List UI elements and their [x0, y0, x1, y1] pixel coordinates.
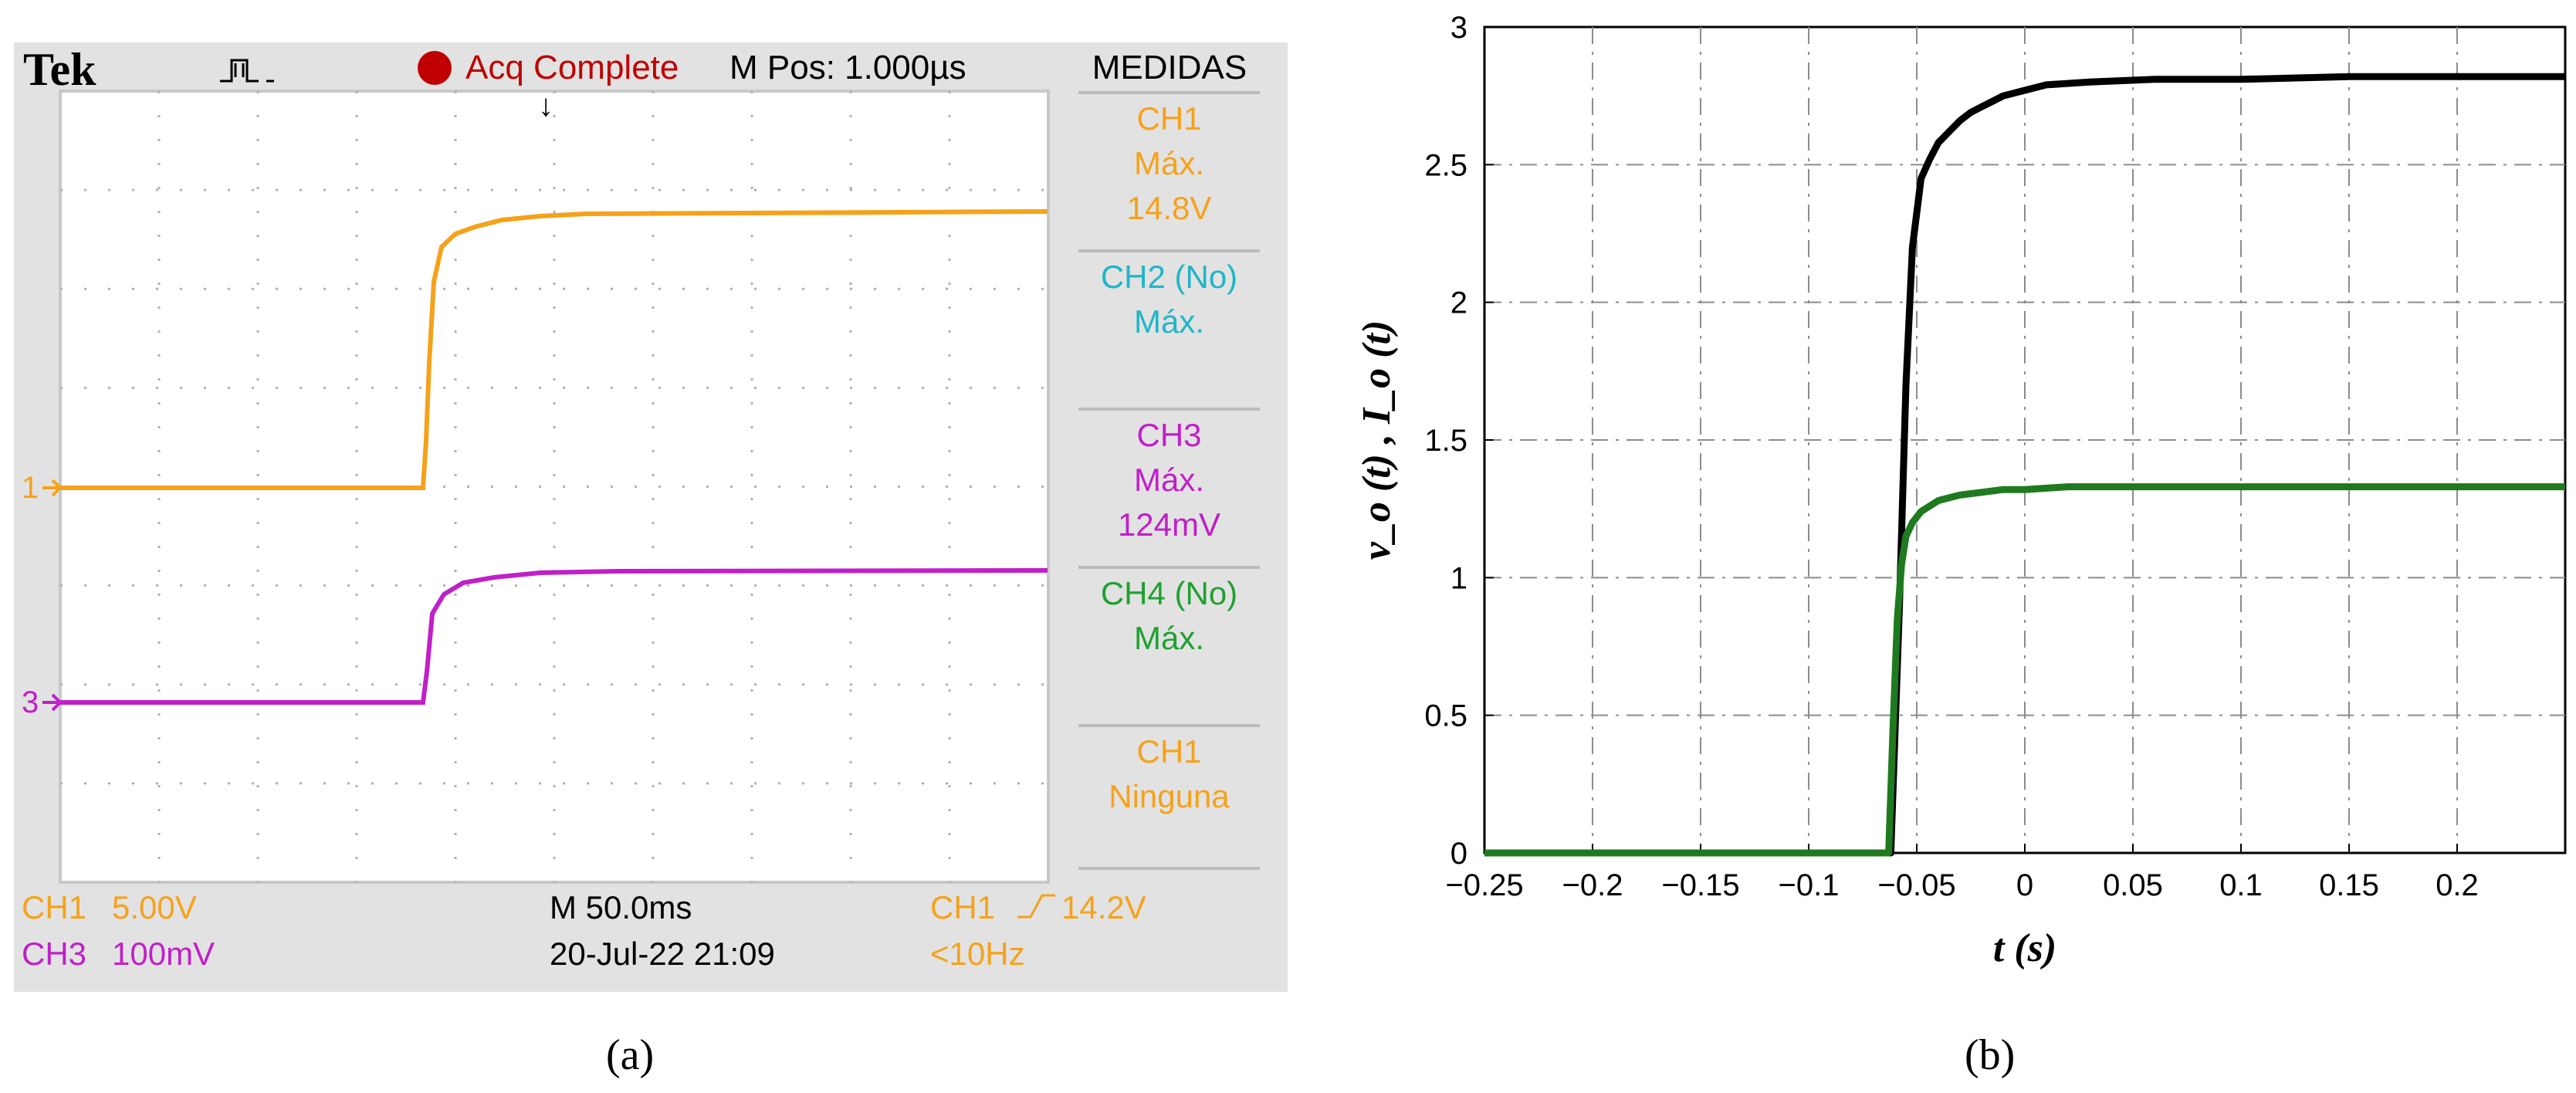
x-tick-label: −0.15 — [1661, 868, 1739, 902]
x-tick-label: 0.2 — [2436, 868, 2479, 902]
series-line-1 — [1484, 483, 2565, 857]
ch3-marker-arrow — [42, 693, 63, 712]
measure-line: Máx. — [1134, 462, 1204, 498]
ch1-trace — [60, 209, 1048, 490]
trigger-level: 14.2V — [1061, 889, 1146, 925]
ch3-trace — [60, 568, 1048, 705]
trigger-position-icon: ↓ — [538, 89, 553, 123]
measure-line: Máx. — [1134, 620, 1204, 656]
y-tick-label: 0.5 — [1424, 699, 1467, 733]
measurement-menu: CH1 Máx. 14.8V CH2 (No) Máx. CH3 Máx. 124mV CH4 … — [1078, 91, 1260, 870]
measure-line: CH2 (No) — [1101, 259, 1237, 295]
x-tick-label: 0.15 — [2319, 868, 2379, 902]
trigger-source: CH1 — [930, 889, 995, 925]
y-tick-label: 2 — [1450, 286, 1467, 320]
trigger-pulse-icon — [220, 59, 274, 83]
trigger-frequency: <10Hz — [930, 936, 1025, 972]
measure-line: CH4 (No) — [1101, 575, 1237, 611]
menu-title: MEDIDAS — [1092, 49, 1247, 86]
oscilloscope-screen: Tek Acq Complete M Pos: 1.000µs ↓ MEDIDA… — [14, 42, 1288, 992]
x-tick-label: −0.05 — [1877, 868, 1955, 902]
plot-xlabel: t (s) — [1993, 926, 2056, 970]
brand-logo: Tek — [23, 44, 96, 95]
datetime-readout: 20-Jul-22 21:09 — [550, 936, 775, 972]
acq-status-text: Acq Complete — [465, 49, 679, 86]
plot-ylabel: v_o (t) , I_o (t) — [1355, 320, 1399, 560]
ch1-scale-label: CH1 — [22, 889, 86, 925]
ch3-scale-label: CH3 — [22, 936, 86, 972]
measure-line: 14.8V — [1127, 190, 1212, 226]
measure-line: Máx. — [1134, 145, 1204, 181]
x-tick-label: 0 — [2016, 868, 2033, 902]
ch3-scale-value: 100mV — [112, 936, 215, 972]
measure-line: CH1 — [1136, 733, 1201, 770]
measure-line: CH1 — [1136, 100, 1201, 137]
y-tick-label: 2.5 — [1424, 148, 1467, 182]
measure-line: 124mV — [1118, 506, 1220, 543]
trigger-slope-icon — [1017, 894, 1055, 919]
y-tick-label: 1 — [1450, 561, 1467, 595]
plot-series — [1484, 73, 2565, 857]
y-tick-label: 0 — [1450, 837, 1467, 871]
timebase-readout: M 50.0ms — [550, 889, 692, 925]
y-tick-label: 1.5 — [1424, 424, 1467, 458]
measure-line: Máx. — [1134, 303, 1204, 340]
ch3-marker: 3 — [22, 685, 39, 719]
x-tick-label: −0.25 — [1445, 868, 1523, 902]
x-tick-label: 0.05 — [2103, 868, 2163, 902]
caption-a: (a) — [606, 1031, 655, 1079]
plot-area — [1483, 25, 2567, 854]
acq-status-icon — [418, 51, 452, 85]
measure-line: CH3 — [1136, 417, 1201, 453]
series-line-0 — [1484, 73, 2565, 857]
ch1-scale-value: 5.00V — [112, 889, 197, 925]
mpos-readout: M Pos: 1.000µs — [729, 49, 966, 86]
ch1-marker-arrow — [42, 479, 63, 497]
plot-ticks: −0.25 −0.2 −0.15 −0.1 −0.05 0 0.05 0.1 0.15 0.2 0 0… — [1424, 11, 2478, 902]
x-tick-label: −0.1 — [1779, 868, 1840, 902]
ch1-marker: 1 — [22, 471, 39, 505]
x-tick-label: 0.1 — [2219, 868, 2263, 902]
y-tick-label: 3 — [1450, 11, 1467, 45]
x-tick-label: −0.2 — [1562, 868, 1623, 902]
caption-b: (b) — [1965, 1031, 2016, 1079]
plot-grid — [1484, 27, 2565, 853]
measure-line: Ninguna — [1109, 778, 1230, 814]
